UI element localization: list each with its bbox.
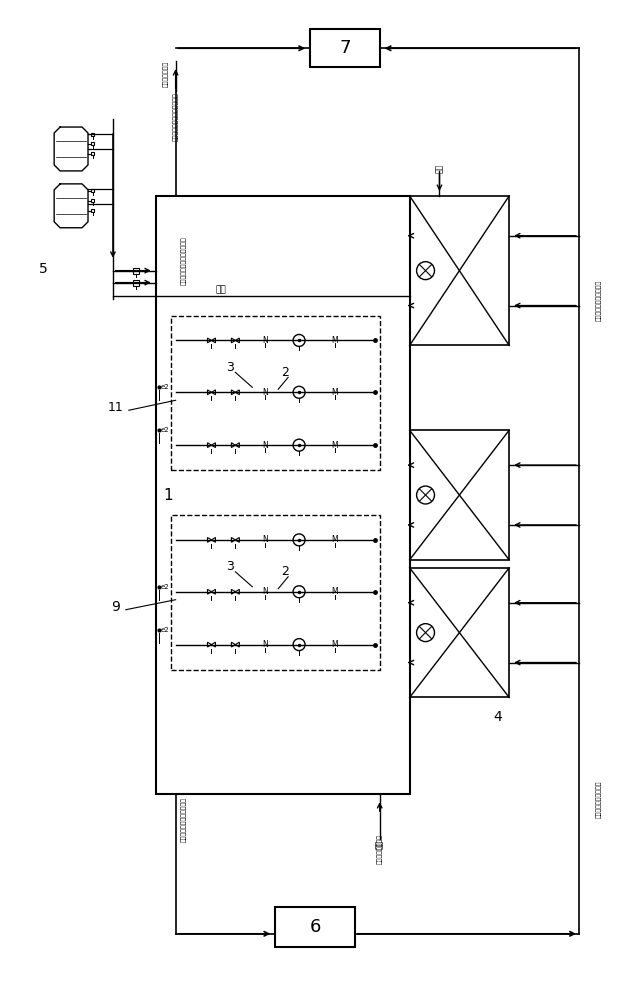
Circle shape: [417, 486, 435, 504]
Text: 反洗水外排外图: 反洗水外排外图: [163, 61, 169, 87]
Text: e2: e2: [160, 584, 169, 590]
Text: 主机房净循环冷協回水: 主机房净循环冷協回水: [596, 780, 601, 818]
Bar: [171, 316, 380, 470]
Text: e2: e2: [160, 427, 169, 433]
Text: 管道: 管道: [215, 285, 226, 294]
Bar: [310, 29, 380, 67]
Circle shape: [417, 624, 435, 642]
Text: M: M: [332, 640, 338, 649]
Bar: [91, 189, 95, 192]
Circle shape: [293, 439, 305, 451]
Text: 制冷站用净循环冷却水供出水: 制冷站用净循环冷却水供出水: [181, 236, 187, 285]
Text: 1: 1: [163, 488, 173, 503]
Bar: [156, 196, 410, 794]
Text: 2: 2: [281, 565, 289, 578]
Text: 9: 9: [111, 600, 120, 614]
Circle shape: [293, 334, 305, 346]
Text: M: M: [332, 535, 338, 544]
Text: 11: 11: [108, 401, 124, 414]
Text: N: N: [263, 336, 268, 345]
Text: M: M: [332, 336, 338, 345]
Text: 7: 7: [339, 39, 351, 57]
Circle shape: [417, 262, 435, 280]
Text: N: N: [263, 388, 268, 397]
Text: 制冷站用净循环冷却回水: 制冷站用净循环冷却回水: [596, 280, 601, 321]
Text: 补水: 补水: [375, 839, 384, 849]
Text: e2: e2: [160, 384, 169, 390]
Text: 5: 5: [39, 262, 47, 276]
Text: N: N: [263, 441, 268, 450]
Text: 2: 2: [281, 366, 289, 379]
Bar: [91, 209, 95, 212]
Text: e2: e2: [160, 627, 169, 633]
Bar: [171, 515, 380, 670]
Circle shape: [293, 534, 305, 546]
Bar: [410, 196, 509, 345]
Circle shape: [293, 586, 305, 598]
Text: 主机房净循环冷却水供出水: 主机房净循环冷却水供出水: [181, 797, 187, 842]
Bar: [133, 280, 139, 286]
Bar: [91, 142, 95, 145]
Text: N: N: [263, 535, 268, 544]
Text: M: M: [332, 441, 338, 450]
Text: M: M: [332, 587, 338, 596]
Circle shape: [293, 639, 305, 651]
Bar: [410, 568, 509, 697]
Text: 补水: 补水: [435, 163, 444, 173]
Bar: [91, 152, 95, 155]
Text: 6: 6: [309, 918, 321, 936]
Bar: [275, 907, 355, 947]
Text: 4: 4: [493, 710, 502, 724]
Bar: [410, 430, 509, 560]
Text: 制冷站用净循环冷却水供出水: 制冷站用净循环冷却水供出水: [173, 92, 178, 141]
Text: 3: 3: [226, 560, 235, 573]
Text: 3: 3: [226, 361, 235, 374]
Text: N: N: [263, 640, 268, 649]
Text: 净循环冷却水水源: 净循环冷却水水源: [377, 834, 383, 864]
Circle shape: [293, 386, 305, 398]
Bar: [91, 199, 95, 202]
Text: M: M: [332, 388, 338, 397]
Text: N: N: [263, 587, 268, 596]
Bar: [133, 268, 139, 274]
Bar: [91, 133, 95, 136]
